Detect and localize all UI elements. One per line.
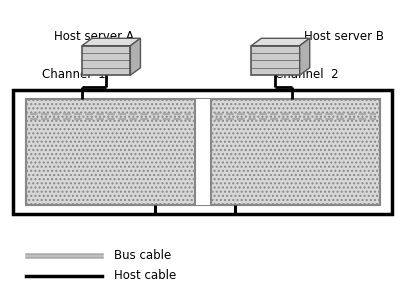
FancyBboxPatch shape [13,90,392,214]
Text: Channel  1: Channel 1 [42,68,105,81]
Polygon shape [300,38,310,75]
Text: Host server A: Host server A [54,30,133,43]
Polygon shape [251,38,310,46]
FancyBboxPatch shape [251,46,300,75]
Text: Host cable: Host cable [114,269,177,283]
Polygon shape [82,38,140,46]
FancyBboxPatch shape [82,46,130,75]
FancyBboxPatch shape [26,99,380,205]
Bar [195,99,211,205]
Polygon shape [130,38,140,75]
Text: Bus cable: Bus cable [114,249,171,262]
Text: Host server B: Host server B [304,30,384,43]
Text: Channel  2: Channel 2 [276,68,339,81]
